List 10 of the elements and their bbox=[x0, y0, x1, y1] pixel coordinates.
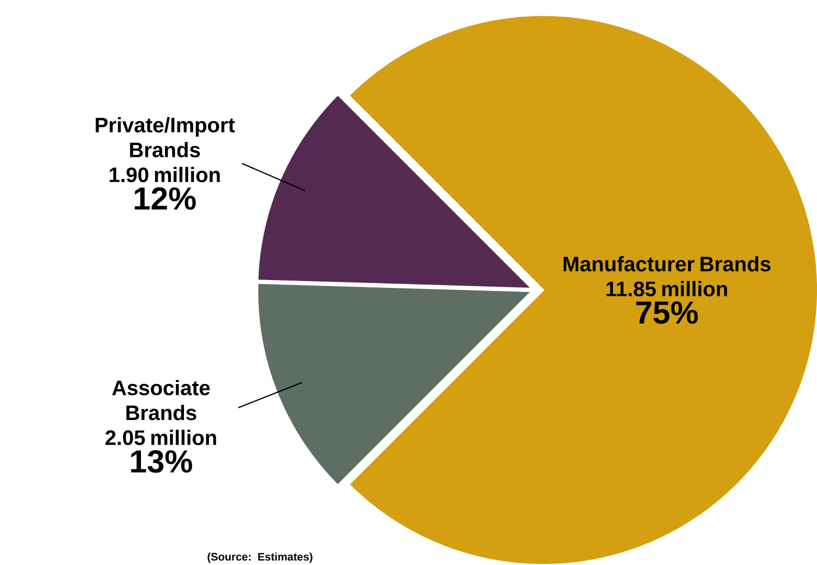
slice-label: Manufacturer Brands bbox=[564, 256, 770, 272]
data-label: 11.85 million bbox=[606, 281, 728, 296]
text: (Source: Estimates) bbox=[208, 552, 312, 563]
slice-label: Associate Brands bbox=[112, 380, 210, 420]
data-label: 1.90 million bbox=[110, 166, 220, 182]
data-label: 2.05 million bbox=[105, 430, 216, 446]
text: 75% bbox=[636, 301, 698, 324]
slice-label: Private/Import Brands bbox=[96, 117, 235, 158]
text: 13% bbox=[131, 450, 192, 473]
text: 12% bbox=[134, 187, 196, 210]
